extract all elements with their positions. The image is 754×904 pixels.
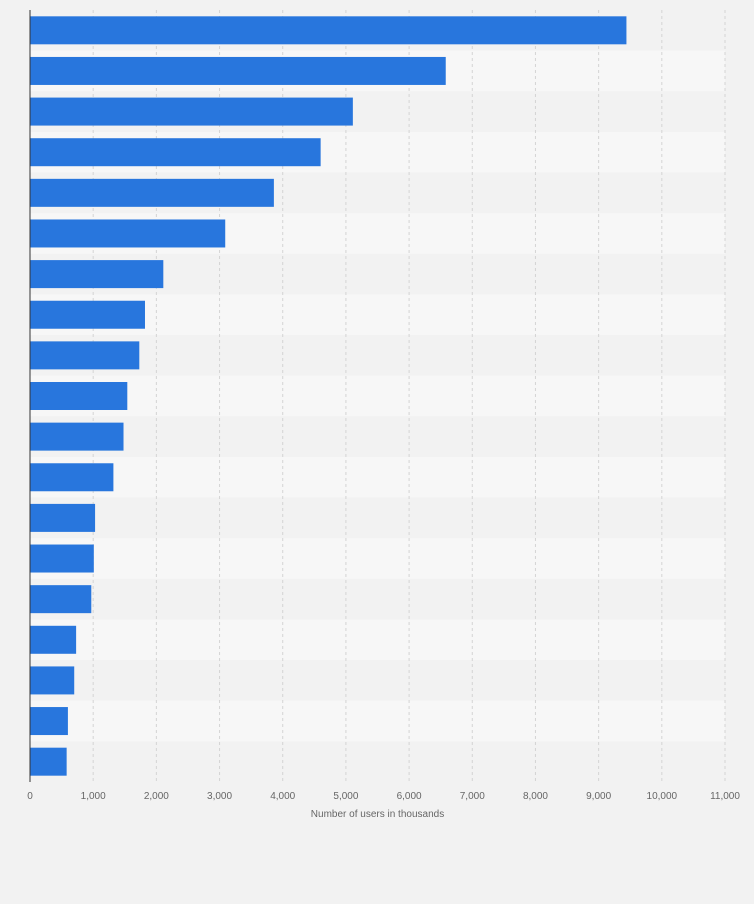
bar <box>30 422 124 451</box>
row-band <box>30 619 725 661</box>
x-tick-label: 7,000 <box>460 791 485 802</box>
x-tick-label: 1,000 <box>81 791 106 802</box>
bar <box>30 382 128 410</box>
row-band <box>30 416 725 457</box>
bar <box>30 56 446 85</box>
bar <box>30 178 274 207</box>
row-band <box>30 456 725 498</box>
bar <box>30 138 321 167</box>
bar <box>30 97 353 126</box>
x-tick-label: 9,000 <box>586 791 611 802</box>
x-axis-label: Number of users in thousands <box>311 809 444 820</box>
x-tick-label: 5,000 <box>333 791 358 802</box>
row-band <box>30 578 725 620</box>
bar <box>30 16 627 45</box>
bar <box>30 544 94 573</box>
x-tick-labels: 0 1,000 2,000 3,000 4,000 5,000 6,000 7,000 8,00… <box>27 791 740 802</box>
x-tick-label: 8,000 <box>523 791 548 802</box>
row-band <box>30 741 725 782</box>
x-tick-label: 11,000 <box>710 791 740 802</box>
bar <box>30 585 92 614</box>
x-tick-label: 3,000 <box>207 791 232 802</box>
bar <box>30 300 145 329</box>
row-band <box>30 660 725 701</box>
bar <box>30 463 114 492</box>
row-band <box>30 335 725 376</box>
row-band <box>30 294 725 336</box>
x-tick-label: 4,000 <box>270 791 295 802</box>
row-bands <box>30 10 725 782</box>
row-band <box>30 538 725 579</box>
x-tick-label: 6,000 <box>397 791 422 802</box>
x-tick-label: 2,000 <box>144 791 169 802</box>
x-tick-label: 0 <box>27 791 33 802</box>
row-band <box>30 497 725 539</box>
bar <box>30 666 75 695</box>
bar <box>30 747 67 776</box>
bar <box>30 625 77 654</box>
bar <box>30 503 96 532</box>
row-band <box>30 700 725 742</box>
x-tick-label: 10,000 <box>647 791 678 802</box>
bar <box>30 707 68 736</box>
bars <box>30 16 627 776</box>
bar <box>30 260 164 289</box>
row-band <box>30 375 725 417</box>
bar <box>30 219 226 248</box>
bar <box>30 341 140 370</box>
